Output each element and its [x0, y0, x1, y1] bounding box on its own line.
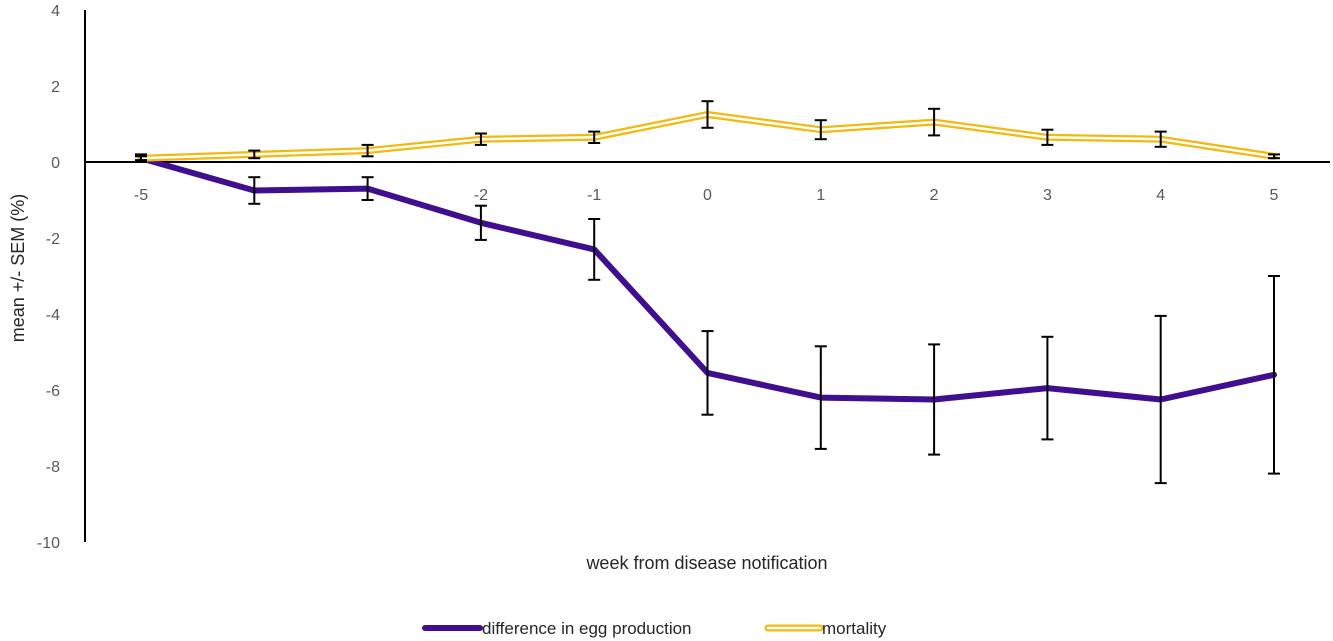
- y-tick-label: 2: [51, 79, 60, 96]
- error-bars: [135, 100, 1280, 485]
- error-bar: [1268, 275, 1280, 475]
- error-bar: [1154, 130, 1167, 148]
- error-bar: [135, 155, 147, 162]
- x-tick-label: -2: [474, 187, 488, 204]
- error-bar: [814, 119, 827, 141]
- y-axis: 4 2 0 -2 -4 -6 -8 -10: [37, 3, 86, 552]
- error-bar: [1154, 314, 1167, 485]
- x-tick-label: 1: [816, 187, 825, 204]
- x-tick-label: 4: [1156, 187, 1165, 204]
- x-tick-label: -1: [587, 187, 601, 204]
- y-tick-label: 0: [51, 155, 60, 172]
- y-tick-label: -10: [37, 535, 60, 552]
- x-axis: -5 -2 -1 0 1 2 3 4 5: [85, 161, 1330, 204]
- x-tick-label: 3: [1043, 187, 1052, 204]
- error-bar: [361, 143, 374, 158]
- legend: difference in egg production mortality: [422, 619, 887, 638]
- y-tick-label: 4: [51, 3, 60, 20]
- error-bar: [1041, 128, 1054, 146]
- error-bar: [474, 132, 487, 146]
- x-tick-label: 0: [703, 187, 712, 204]
- legend-label-mortality: mortality: [822, 619, 887, 638]
- error-bar: [928, 107, 941, 137]
- y-axis-title: mean +/- SEM (%): [8, 194, 28, 343]
- error-bar: [928, 343, 941, 456]
- x-tick-label: 2: [930, 187, 939, 204]
- error-bar: [588, 130, 601, 144]
- error-bar: [1268, 153, 1280, 160]
- error-bar: [701, 100, 714, 129]
- error-bar: [701, 330, 714, 416]
- y-tick-label: -4: [46, 307, 60, 324]
- error-bar: [588, 218, 601, 281]
- y-tick-label: -2: [46, 231, 60, 248]
- error-bar: [1041, 335, 1054, 441]
- x-tick-label: -5: [134, 187, 148, 204]
- error-bar: [248, 149, 261, 160]
- error-bar: [248, 176, 261, 205]
- y-tick-label: -6: [46, 383, 60, 400]
- x-axis-title: week from disease notification: [585, 553, 827, 573]
- legend-label-difference-in-egg-production: difference in egg production: [482, 619, 692, 638]
- error-bar: [814, 345, 827, 450]
- x-tick-label: 5: [1270, 187, 1279, 204]
- error-bar: [474, 204, 487, 241]
- y-tick-label: -8: [46, 459, 60, 476]
- error-bar: [361, 176, 374, 201]
